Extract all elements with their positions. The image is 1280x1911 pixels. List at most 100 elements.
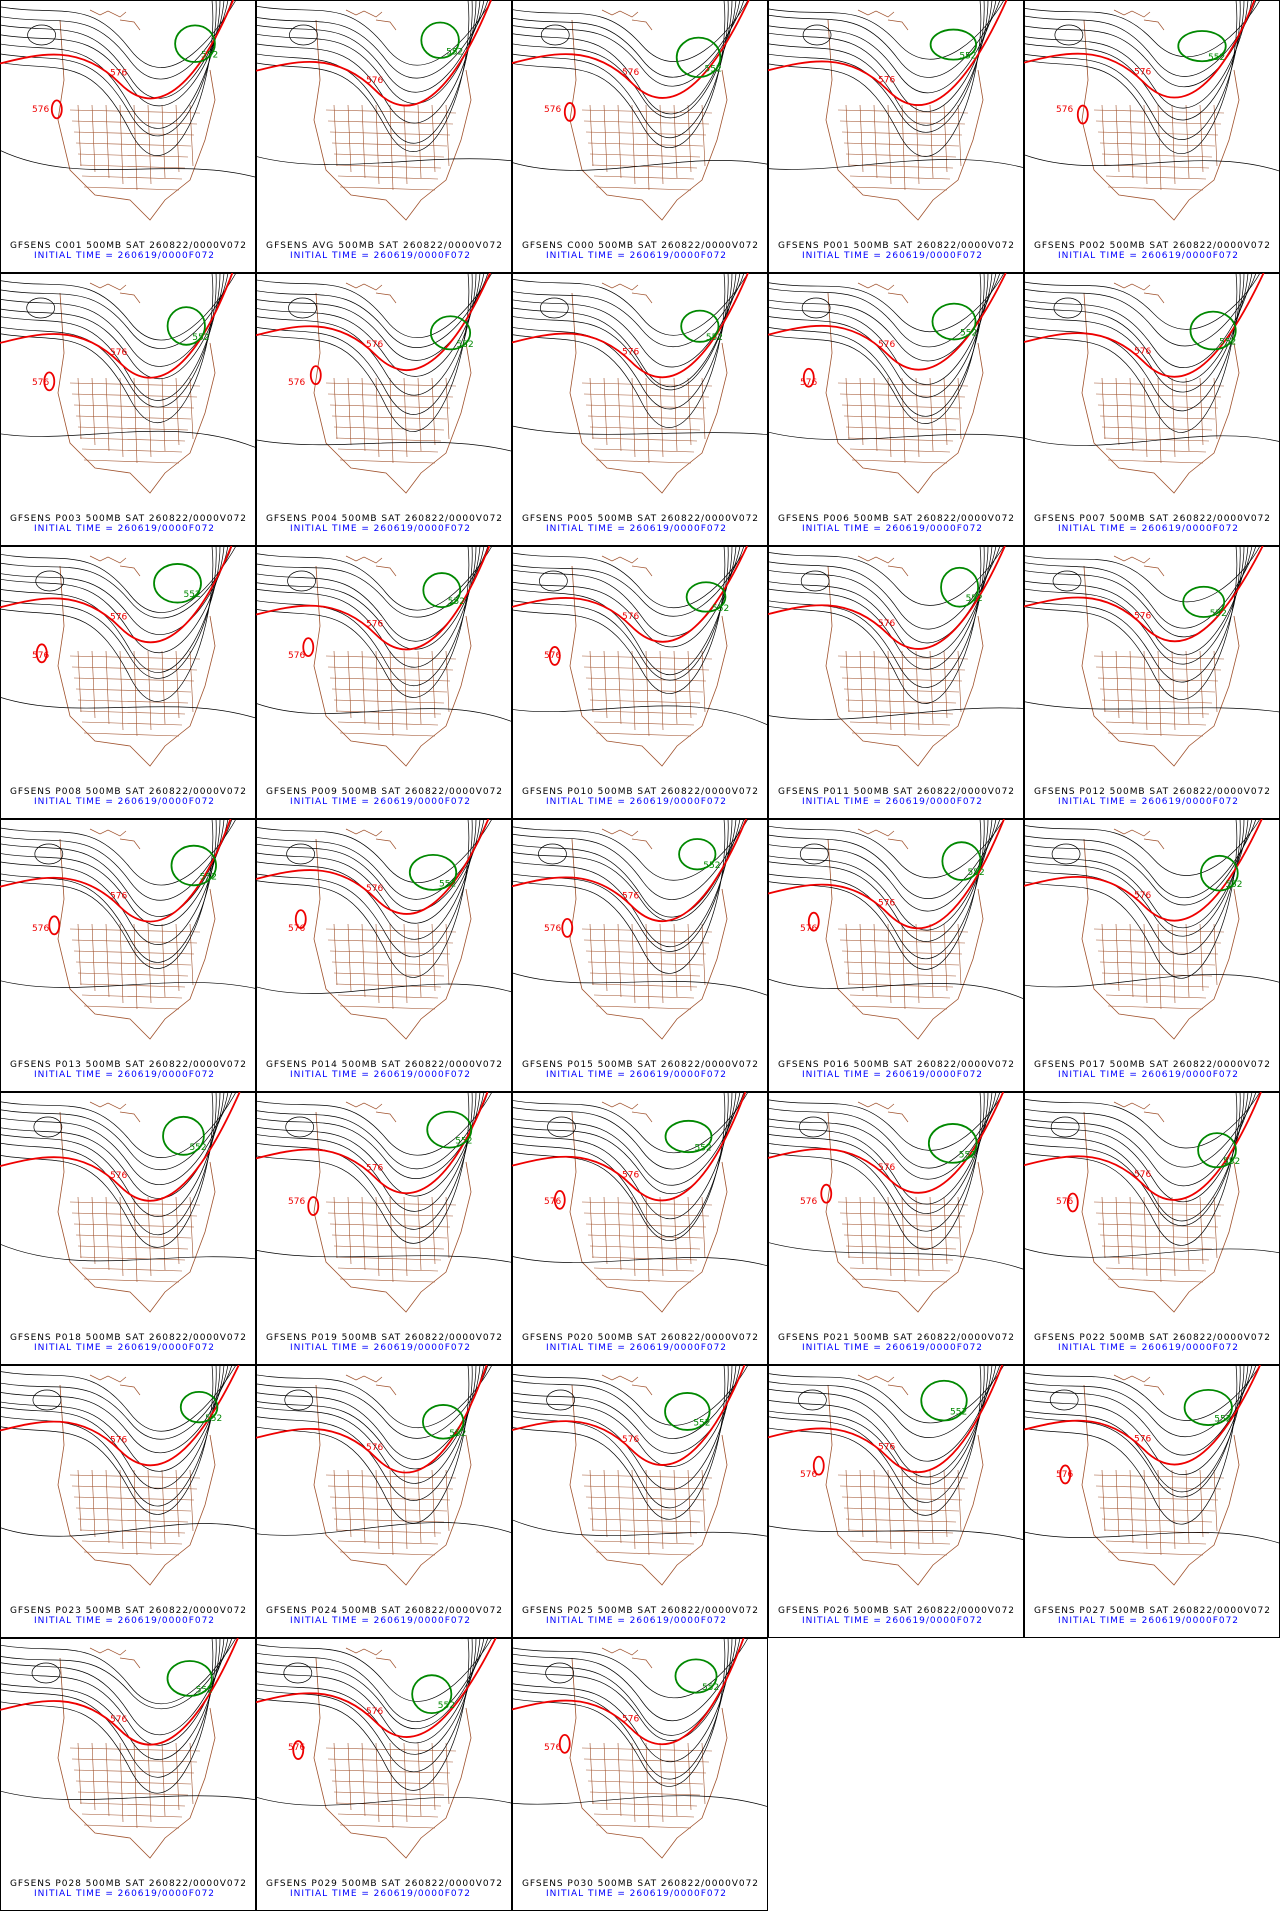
state-border xyxy=(595,1278,692,1283)
coastline xyxy=(313,19,472,221)
state-border xyxy=(375,1469,380,1550)
contour-576 xyxy=(1024,546,1264,643)
contour-552 xyxy=(664,1392,711,1431)
state-border xyxy=(851,459,948,464)
panel-border xyxy=(256,546,512,819)
state-border xyxy=(595,186,692,191)
coastline xyxy=(57,1657,216,1859)
height-contour xyxy=(512,705,768,726)
contour-552 xyxy=(1182,585,1226,618)
contour-576 xyxy=(768,1365,1004,1473)
state-border xyxy=(929,1469,934,1544)
height-contour xyxy=(1024,273,1253,368)
height-contour xyxy=(256,819,481,924)
state-border xyxy=(1097,677,1219,682)
state-border xyxy=(325,382,457,387)
height-contour xyxy=(512,1092,749,1153)
state-border xyxy=(851,1278,948,1283)
state-border xyxy=(943,650,948,719)
coastline xyxy=(569,1657,728,1859)
height-contour xyxy=(256,546,477,668)
height-contour xyxy=(768,546,982,704)
state-border xyxy=(77,1742,82,1805)
height-contour xyxy=(1024,0,1257,77)
height-contour xyxy=(512,0,726,149)
state-border xyxy=(859,650,864,719)
state-border xyxy=(673,1469,678,1544)
height-contour xyxy=(0,1365,214,1515)
contour-label: 552 xyxy=(950,1408,967,1418)
state-border xyxy=(77,1196,82,1259)
state-border xyxy=(389,1469,394,1556)
map-panel: 576 576 552 GFSENS C001 500MB SAT 260822/00… xyxy=(0,0,256,273)
state-border xyxy=(687,377,692,446)
contour-576 xyxy=(256,0,492,107)
height-contour xyxy=(0,819,237,886)
state-border xyxy=(701,377,706,440)
coastline xyxy=(57,1384,216,1586)
low-contour xyxy=(33,1116,63,1138)
state-border xyxy=(589,153,701,158)
contour-label: 576 xyxy=(1134,1170,1151,1180)
state-border xyxy=(81,721,183,726)
state-border xyxy=(687,1469,692,1538)
contour-576 xyxy=(768,0,1008,106)
contour-label: 552 xyxy=(959,52,976,62)
state-border xyxy=(1099,142,1216,147)
arctic-islands xyxy=(601,828,653,850)
coastline xyxy=(313,838,472,1040)
state-border xyxy=(105,1196,110,1271)
height-contour xyxy=(768,1525,1024,1541)
contour-label: 552 xyxy=(706,333,723,343)
panel-border xyxy=(0,0,256,273)
arctic-islands xyxy=(601,555,653,577)
state-border xyxy=(701,650,706,713)
low-contour xyxy=(800,570,830,592)
panel-initial-time: INITIAL TIME = 260619/0000F072 xyxy=(802,1616,982,1626)
contour-label: 552 xyxy=(192,333,209,343)
arctic-islands xyxy=(601,9,653,31)
low-contour xyxy=(1052,570,1082,592)
height-contour xyxy=(1024,1531,1280,1544)
contour-576 xyxy=(1024,1092,1262,1201)
panel-initial-time: INITIAL TIME = 260619/0000F072 xyxy=(1058,524,1238,534)
panel-initial-time: INITIAL TIME = 260619/0000F072 xyxy=(34,1889,214,1899)
low-contour xyxy=(798,1389,827,1411)
contour-576 xyxy=(512,0,750,99)
state-border xyxy=(845,1469,850,1532)
state-border xyxy=(659,1742,664,1823)
state-border xyxy=(943,923,948,992)
panel-title: GFSENS P016 500MB SAT 260822/0000V072 xyxy=(778,1060,1014,1070)
state-border xyxy=(845,923,850,986)
low-contour xyxy=(1051,843,1081,865)
contour-label: 576 xyxy=(32,924,49,934)
state-border xyxy=(595,1824,692,1829)
contour-576 xyxy=(1024,819,1263,922)
state-border xyxy=(389,650,394,737)
state-border xyxy=(847,983,954,988)
state-border xyxy=(843,1507,960,1512)
panel-initial-time: INITIAL TIME = 260619/0000F072 xyxy=(802,1343,982,1353)
low-contour xyxy=(801,297,831,319)
contour-576 xyxy=(0,819,232,923)
state-border xyxy=(403,377,408,458)
contour-552 xyxy=(422,1404,465,1440)
state-border xyxy=(845,153,957,158)
state-border xyxy=(325,1201,457,1206)
state-border xyxy=(957,650,962,713)
state-border xyxy=(1099,1234,1216,1239)
state-border xyxy=(1185,1196,1190,1271)
height-contour xyxy=(512,819,745,900)
state-border xyxy=(337,994,439,999)
state-border xyxy=(1115,377,1120,446)
state-border xyxy=(417,104,422,179)
map-panel: 576 576 552 GFSENS P006 500MB SAT 260822/00… xyxy=(768,273,1024,546)
state-border xyxy=(1101,426,1213,431)
map-panel: 576 576 552 GFSENS P013 500MB SAT 260822/00… xyxy=(0,819,256,1092)
height-contour xyxy=(1024,546,1245,665)
state-border xyxy=(845,1518,957,1523)
state-border xyxy=(333,1196,338,1259)
state-border xyxy=(1185,104,1190,179)
map-panel: 576 576 552 GFSENS P016 500MB SAT 260822/00… xyxy=(768,819,1024,1092)
contour-label: 576 xyxy=(800,378,817,388)
